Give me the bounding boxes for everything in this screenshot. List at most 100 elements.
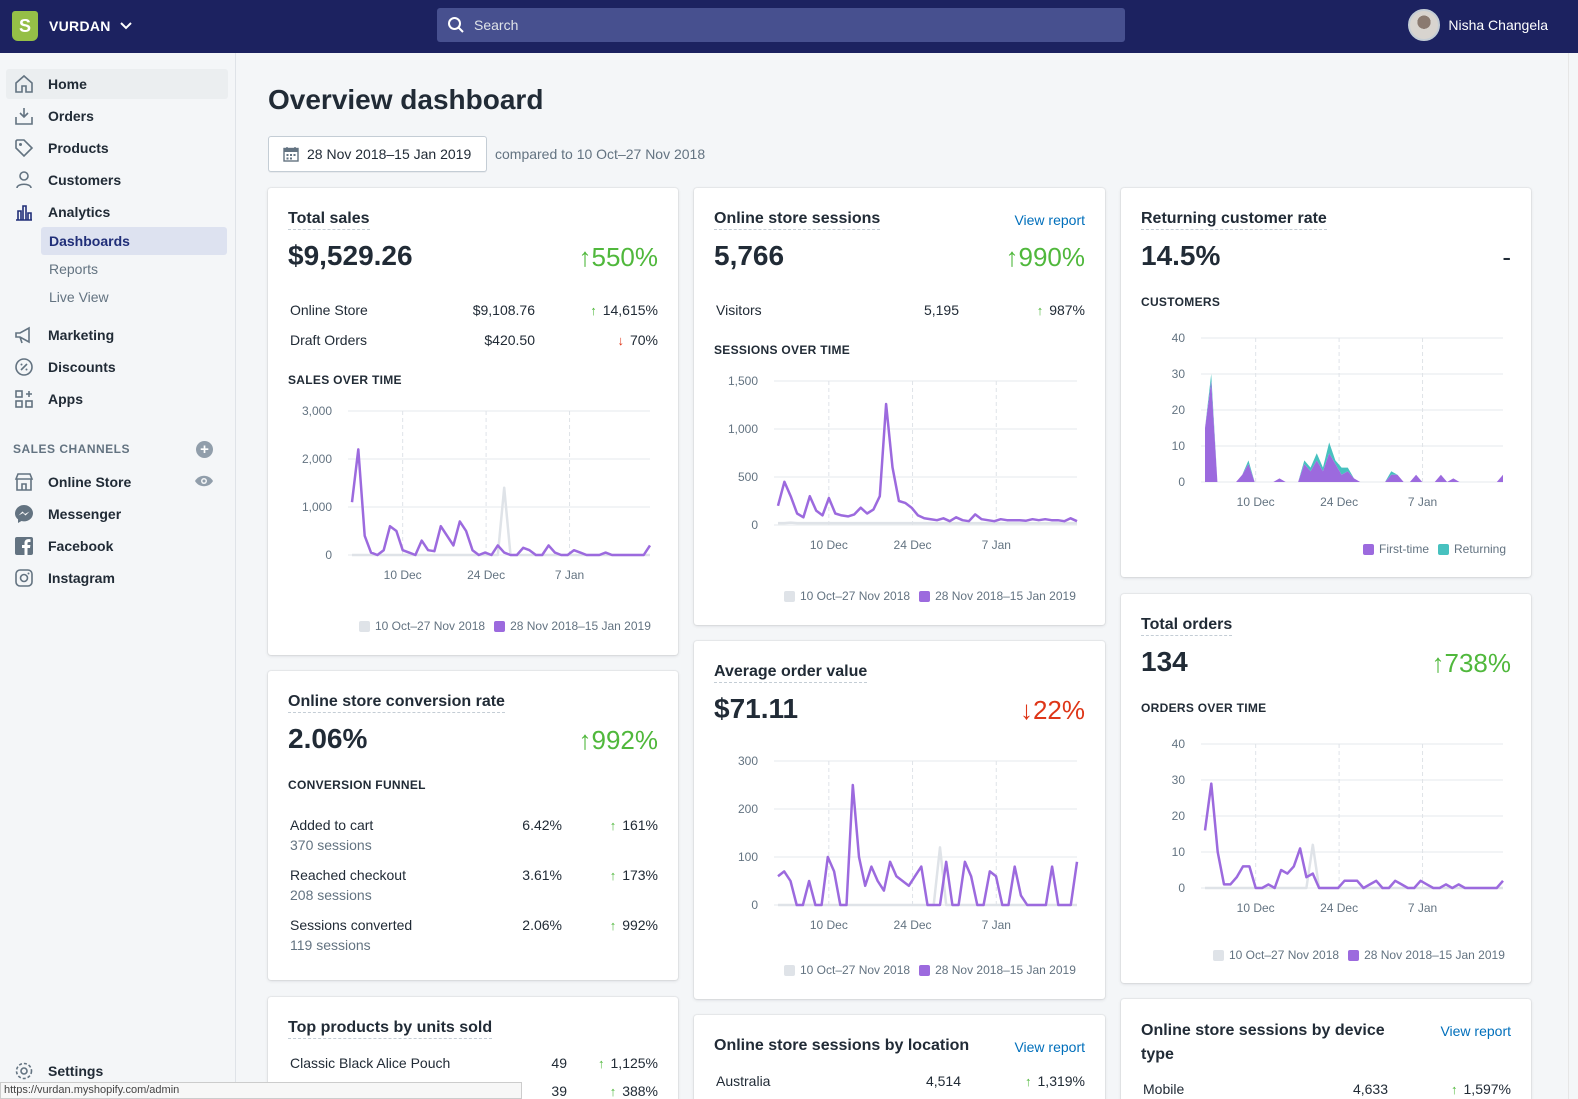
sidebar-sub-dashboards[interactable]: Dashboards — [41, 227, 227, 255]
card-change: - — [1502, 242, 1511, 272]
x-tick-label: 7 Jan — [555, 568, 584, 582]
x-tick-label: 10 Dec — [810, 538, 848, 552]
sidebar-item-label: Products — [48, 140, 109, 156]
sessions-by-location-card: Online store sessions by location View r… — [694, 1015, 1105, 1099]
row-sub: 370 sessions — [290, 837, 372, 853]
view-report-link[interactable]: View report — [1440, 1023, 1511, 1039]
sidebar-item-orders[interactable]: Orders — [6, 101, 228, 131]
row-change: ↑ 161% — [610, 817, 658, 833]
sidebar-sub-live-view[interactable]: Live View — [41, 283, 227, 311]
date-range-picker[interactable]: 28 Nov 2018–15 Jan 2019 — [268, 136, 487, 172]
row-change: ↑ 1,125% — [598, 1055, 658, 1071]
row-value: $9,108.76 — [472, 302, 535, 318]
sidebar-item-instagram[interactable]: Instagram — [6, 563, 228, 593]
sidebar-item-facebook[interactable]: Facebook — [6, 531, 228, 561]
sidebar-item-label: Settings — [48, 1063, 104, 1079]
row-value: 4,514 — [925, 1073, 961, 1089]
arrow-up-icon: ↑ — [1036, 303, 1044, 318]
returning-customer-rate-card: Returning customer rate 14.5% - CUSTOMER… — [1121, 188, 1531, 577]
search-bar[interactable] — [437, 8, 1125, 42]
gear-icon — [12, 1059, 36, 1083]
sidebar-item-messenger[interactable]: Messenger — [6, 499, 228, 529]
product-row[interactable]: Classic Black Alice Pouch 49 ↑ 1,125% — [290, 1055, 658, 1075]
home-icon — [12, 72, 36, 96]
card-title[interactable]: Total orders — [1141, 616, 1233, 636]
store-switcher[interactable]: S VURDAN — [12, 10, 133, 42]
breakdown-row: Draft Orders $420.50 ↓ 70% — [290, 332, 658, 352]
add-channel-icon[interactable]: + — [196, 441, 213, 458]
sidebar-item-home[interactable]: Home — [6, 69, 228, 99]
card-title[interactable]: Online store conversion rate — [288, 693, 505, 713]
card-change: ↑738% — [1432, 648, 1512, 679]
legend-swatch-curr — [494, 620, 506, 632]
sidebar-item-apps[interactable]: Apps — [6, 384, 228, 414]
legend-label: 28 Nov 2018–15 Jan 2019 — [1364, 948, 1505, 962]
card-title-line: type — [1141, 1046, 1174, 1063]
facebook-icon — [12, 534, 36, 558]
y-tick-label: 300 — [738, 754, 758, 768]
view-report-link[interactable]: View report — [1014, 212, 1085, 228]
sidebar-item-label: Discounts — [48, 359, 116, 375]
tag-icon — [12, 136, 36, 160]
row-value: 6.42% — [522, 817, 562, 833]
user-menu[interactable]: Nisha Changela — [1408, 9, 1548, 41]
change-value: 14,615% — [602, 302, 658, 318]
row-value: $420.50 — [484, 332, 535, 348]
row-value: 39 — [551, 1083, 567, 1099]
arrow-up-icon: ↑ — [1005, 242, 1019, 272]
sidebar-item-online-store[interactable]: Online Store — [6, 467, 228, 497]
row-change: ↑ 14,615% — [590, 302, 658, 318]
y-tick-label: 20 — [1172, 809, 1186, 823]
line-current-period — [350, 448, 652, 557]
chart-legend: 10 Oct–27 Nov 2018 28 Nov 2018–15 Jan 20… — [775, 963, 1076, 977]
y-tick-label: 100 — [738, 850, 758, 864]
x-tick-label: 7 Jan — [982, 918, 1011, 932]
arrow-up-icon: ↑ — [609, 868, 617, 883]
instagram-icon — [12, 566, 36, 590]
row-sub: 119 sessions — [290, 937, 371, 953]
x-tick-label: 10 Dec — [384, 568, 422, 582]
sidebar-item-products[interactable]: Products — [6, 133, 228, 163]
card-title: Online store sessions by device type — [1141, 1019, 1385, 1068]
user-name: Nisha Changela — [1448, 17, 1548, 33]
sidebar-item-discounts[interactable]: Discounts — [6, 352, 228, 382]
row-change: ↑ 1,597% — [1451, 1081, 1511, 1097]
y-tick-label: 20 — [1172, 403, 1186, 417]
view-report-link[interactable]: View report — [1014, 1039, 1085, 1055]
row-value: 49 — [551, 1055, 567, 1071]
search-input[interactable] — [474, 17, 1074, 33]
sidebar-sub-reports[interactable]: Reports — [41, 255, 227, 283]
legend-label: 10 Oct–27 Nov 2018 — [1229, 948, 1340, 962]
card-title[interactable]: Top products by units sold — [288, 1019, 493, 1039]
change-value: 550% — [591, 242, 659, 272]
sidebar-item-settings[interactable]: Settings — [6, 1056, 228, 1086]
sidebar-item-customers[interactable]: Customers — [6, 165, 228, 195]
card-value: $9,529.26 — [288, 240, 413, 271]
eye-icon[interactable] — [194, 473, 214, 489]
line-previous-period — [352, 486, 650, 557]
arrow-up-icon: ↑ — [578, 725, 592, 755]
legend-swatch-prev — [1213, 949, 1224, 961]
card-value: 5,766 — [714, 240, 785, 271]
product-row[interactable]: 39 ↑ 388% — [290, 1083, 658, 1099]
card-title[interactable]: Returning customer rate — [1141, 210, 1327, 230]
total-orders-card: Total orders 134 ↑738% ORDERS OVER TIME … — [1121, 594, 1531, 983]
y-tick-label: 0 — [1178, 881, 1185, 895]
row-change: ↑ 173% — [610, 867, 658, 883]
sidebar-item-label: Instagram — [48, 570, 115, 586]
y-tick-label: 40 — [1172, 331, 1186, 345]
card-title[interactable]: Online store sessions — [714, 210, 881, 230]
sidebar-item-analytics[interactable]: Analytics — [6, 197, 228, 227]
change-value: 992% — [622, 917, 658, 933]
section-heading: CUSTOMERS — [1141, 295, 1221, 309]
scrollbar[interactable] — [1568, 53, 1578, 1099]
card-change: ↑992% — [579, 725, 659, 756]
row-value: 5,195 — [923, 302, 959, 318]
y-tick-label: 500 — [738, 470, 758, 484]
card-change: ↑550% — [579, 242, 659, 273]
card-title[interactable]: Total sales — [288, 210, 370, 230]
apps-icon — [12, 387, 36, 411]
section-heading: CONVERSION FUNNEL — [288, 778, 426, 792]
card-title[interactable]: Average order value — [714, 663, 868, 683]
sidebar-item-marketing[interactable]: Marketing — [6, 320, 228, 350]
